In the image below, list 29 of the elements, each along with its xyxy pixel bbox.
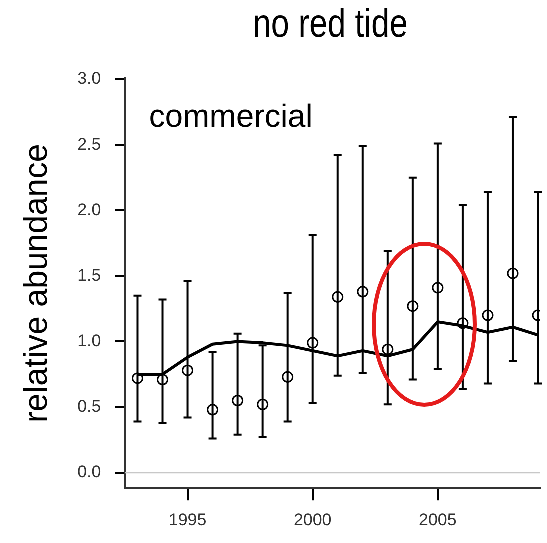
point <box>282 371 294 383</box>
point <box>257 398 269 410</box>
x-tick-label: 2000 <box>294 510 332 530</box>
point <box>132 372 144 384</box>
point <box>307 337 319 349</box>
point <box>332 291 344 303</box>
x-tick-label: 1995 <box>168 510 207 530</box>
x-tick-label: 2005 <box>419 510 457 530</box>
y-tick-label: 2.5 <box>78 134 102 154</box>
annotation: commercial <box>149 98 313 134</box>
point <box>482 310 494 322</box>
y-tick-label: 0.0 <box>78 462 102 482</box>
point <box>457 318 469 330</box>
y-tick-label: 2.0 <box>78 200 102 220</box>
point <box>432 282 444 294</box>
point <box>507 268 519 280</box>
y-axis-title: relative abundance <box>16 144 54 423</box>
y-tick-label: 0.5 <box>78 396 102 416</box>
point <box>232 395 244 406</box>
point <box>157 374 169 386</box>
y-tick-label: 1.0 <box>78 331 102 350</box>
chart-title: no red tide <box>252 2 409 47</box>
point <box>182 364 194 376</box>
y-tick-label: 3.0 <box>78 69 102 88</box>
point <box>382 344 394 356</box>
point <box>357 286 369 298</box>
point <box>407 300 419 312</box>
y-tick-label: 1.5 <box>78 266 102 285</box>
point <box>207 404 219 416</box>
